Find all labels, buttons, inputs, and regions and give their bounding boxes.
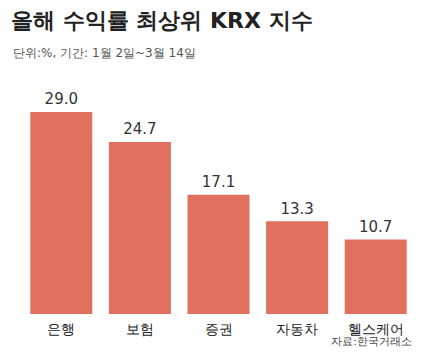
svg-text:보험: 보험 [126,321,154,337]
svg-text:자동차: 자동차 [276,321,318,337]
svg-text:17.1: 17.1 [202,173,235,191]
svg-text:은행: 은행 [47,321,75,337]
svg-text:올해 수익률 최상위 KRX 지수: 올해 수익률 최상위 KRX 지수 [11,8,313,33]
svg-text:단위:%, 기간: 1월 2일~3월 14일: 단위:%, 기간: 1월 2일~3월 14일 [13,46,196,60]
svg-text:24.7: 24.7 [123,120,156,138]
svg-text:13.3: 13.3 [280,200,313,218]
svg-text:증권: 증권 [205,321,233,337]
svg-text:헬스케어: 헬스케어 [347,321,404,337]
svg-text:29.0: 29.0 [45,90,78,108]
svg-text:10.7: 10.7 [359,218,392,236]
svg-text:자료:한국거래소: 자료:한국거래소 [331,335,412,348]
